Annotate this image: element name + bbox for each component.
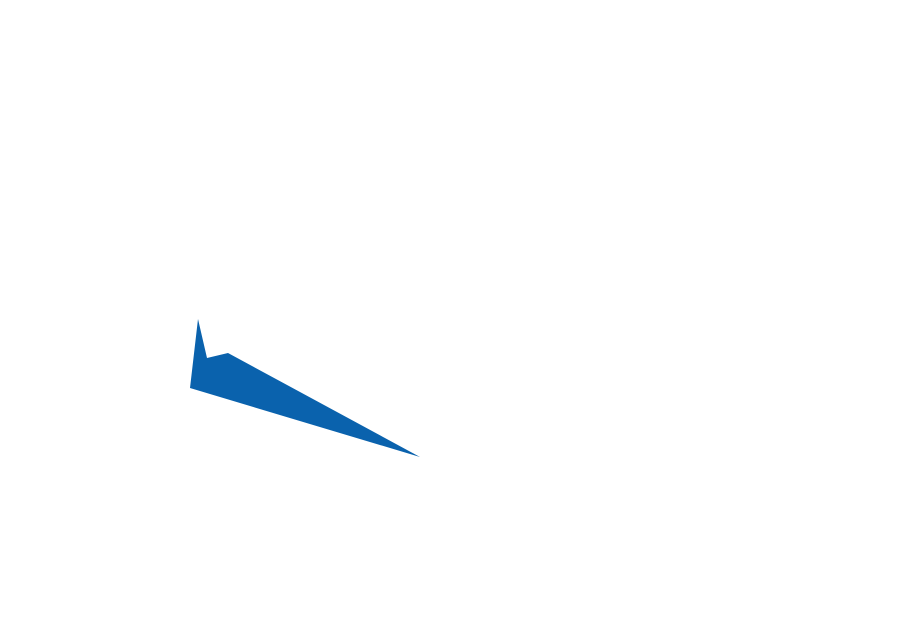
- blue-polygon-shape: [190, 319, 420, 457]
